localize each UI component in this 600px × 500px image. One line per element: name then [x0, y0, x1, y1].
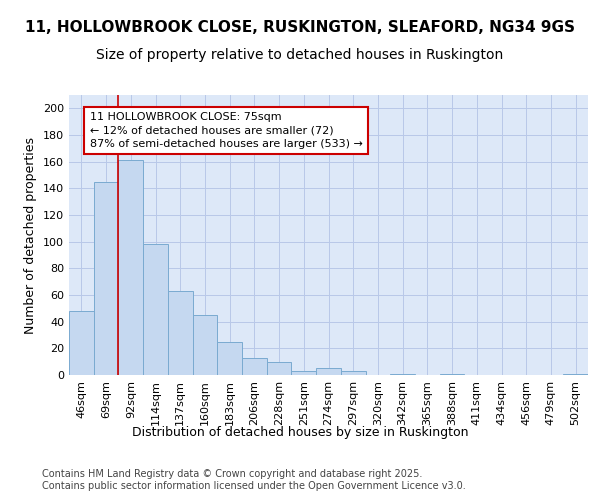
Bar	[242, 358, 267, 375]
Bar	[69, 311, 94, 375]
Bar	[267, 362, 292, 375]
Bar	[341, 371, 365, 375]
Text: Contains HM Land Registry data © Crown copyright and database right 2025.
Contai: Contains HM Land Registry data © Crown c…	[42, 469, 466, 491]
Bar	[143, 244, 168, 375]
Text: 11 HOLLOWBROOK CLOSE: 75sqm
← 12% of detached houses are smaller (72)
87% of sem: 11 HOLLOWBROOK CLOSE: 75sqm ← 12% of det…	[90, 112, 363, 148]
Bar	[193, 315, 217, 375]
Text: Distribution of detached houses by size in Ruskington: Distribution of detached houses by size …	[132, 426, 468, 439]
Bar	[292, 371, 316, 375]
Bar	[563, 374, 588, 375]
Y-axis label: Number of detached properties: Number of detached properties	[25, 136, 37, 334]
Text: Size of property relative to detached houses in Ruskington: Size of property relative to detached ho…	[97, 48, 503, 62]
Bar	[168, 291, 193, 375]
Bar	[217, 342, 242, 375]
Bar	[440, 374, 464, 375]
Bar	[94, 182, 118, 375]
Bar	[316, 368, 341, 375]
Text: 11, HOLLOWBROOK CLOSE, RUSKINGTON, SLEAFORD, NG34 9GS: 11, HOLLOWBROOK CLOSE, RUSKINGTON, SLEAF…	[25, 20, 575, 35]
Bar	[390, 374, 415, 375]
Bar	[118, 160, 143, 375]
